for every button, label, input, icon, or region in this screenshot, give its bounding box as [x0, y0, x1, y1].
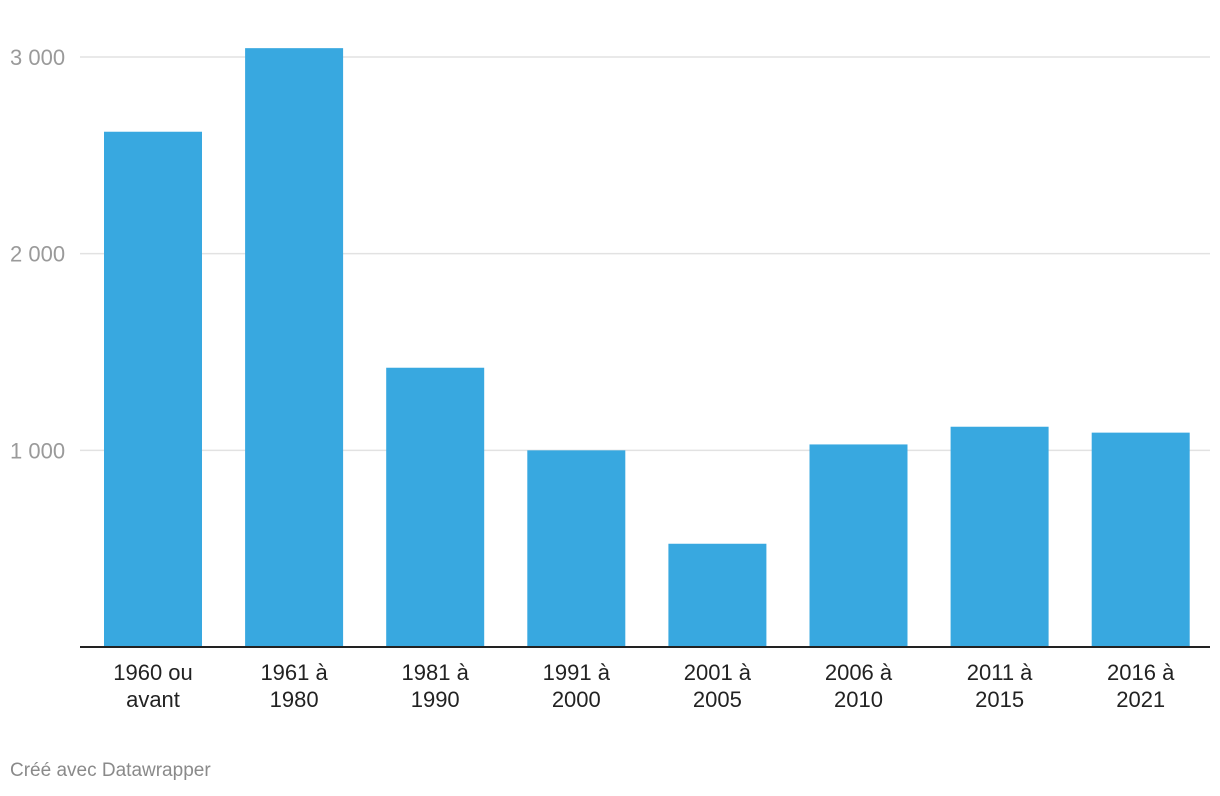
x-category-label: 2006 à 2010: [825, 660, 893, 712]
bar: [104, 131, 202, 647]
bar: [527, 450, 626, 647]
x-category-label: 1960 ou avant: [113, 660, 193, 712]
x-category-label: 1981 à 1990: [402, 660, 470, 712]
x-axis-category-labels: 1960 ou avant 1961 à 1980 1981 à 1990 1991 à 20…: [113, 660, 1175, 712]
x-category-label: 1961 à 1980: [260, 660, 328, 712]
bar: [668, 543, 767, 647]
bar: [386, 367, 485, 647]
x-category-label: 2016 à 2021: [1107, 660, 1175, 712]
bar: [950, 426, 1049, 647]
x-category-label: 2011 à 2015: [967, 660, 1033, 712]
bar: [809, 444, 908, 647]
bar: [1091, 432, 1190, 647]
x-category-label: 1991 à 2000: [543, 660, 611, 712]
bars: [104, 48, 1190, 647]
y-tick-label: 2 000: [10, 242, 65, 267]
bar: [245, 48, 344, 647]
x-category-label: 2001 à 2005: [684, 660, 752, 712]
footer-credit: Créé avec Datawrapper: [10, 760, 211, 781]
y-tick-label: 1 000: [10, 438, 65, 463]
y-tick-label: 3 000: [10, 45, 65, 70]
y-axis-tick-labels: 1 000 2 000 3 000: [10, 45, 65, 463]
